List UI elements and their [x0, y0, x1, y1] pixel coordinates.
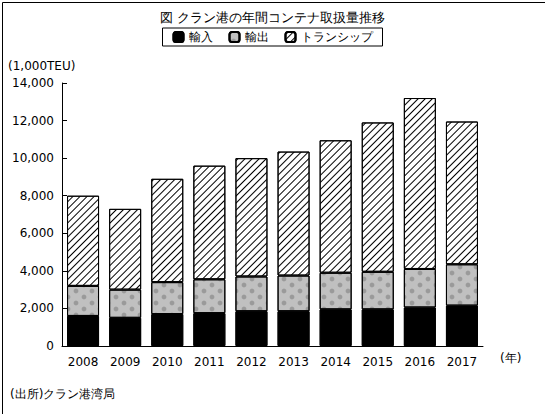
- svg-text:0: 0: [46, 339, 54, 353]
- svg-text:(年): (年): [500, 351, 521, 365]
- svg-text:4,000: 4,000: [20, 264, 54, 278]
- svg-text:トランシップ: トランシップ: [301, 30, 374, 44]
- svg-text:(1,000TEU): (1,000TEU): [8, 59, 75, 73]
- svg-text:2012: 2012: [236, 355, 267, 369]
- svg-text:輸出: 輸出: [245, 30, 269, 44]
- svg-text:2009: 2009: [110, 355, 141, 369]
- svg-text:2,000: 2,000: [20, 301, 54, 315]
- svg-text:10,000: 10,000: [12, 151, 54, 165]
- svg-text:2016: 2016: [405, 355, 436, 369]
- svg-text:12,000: 12,000: [12, 114, 54, 128]
- svg-text:2008: 2008: [68, 355, 99, 369]
- svg-text:2015: 2015: [362, 355, 393, 369]
- svg-text:2013: 2013: [278, 355, 309, 369]
- svg-text:6,000: 6,000: [20, 226, 54, 240]
- svg-text:(出所)クラン港湾局: (出所)クラン港湾局: [10, 387, 115, 401]
- svg-text:輸入: 輸入: [189, 30, 213, 44]
- svg-text:8,000: 8,000: [20, 189, 54, 203]
- svg-text:2017: 2017: [447, 355, 478, 369]
- svg-text:14,000: 14,000: [12, 76, 54, 90]
- svg-text:図 クラン港の年間コンテナ取扱量推移: 図 クラン港の年間コンテナ取扱量推移: [160, 10, 385, 25]
- svg-text:2010: 2010: [152, 355, 183, 369]
- svg-text:2014: 2014: [320, 355, 351, 369]
- svg-text:2011: 2011: [194, 355, 225, 369]
